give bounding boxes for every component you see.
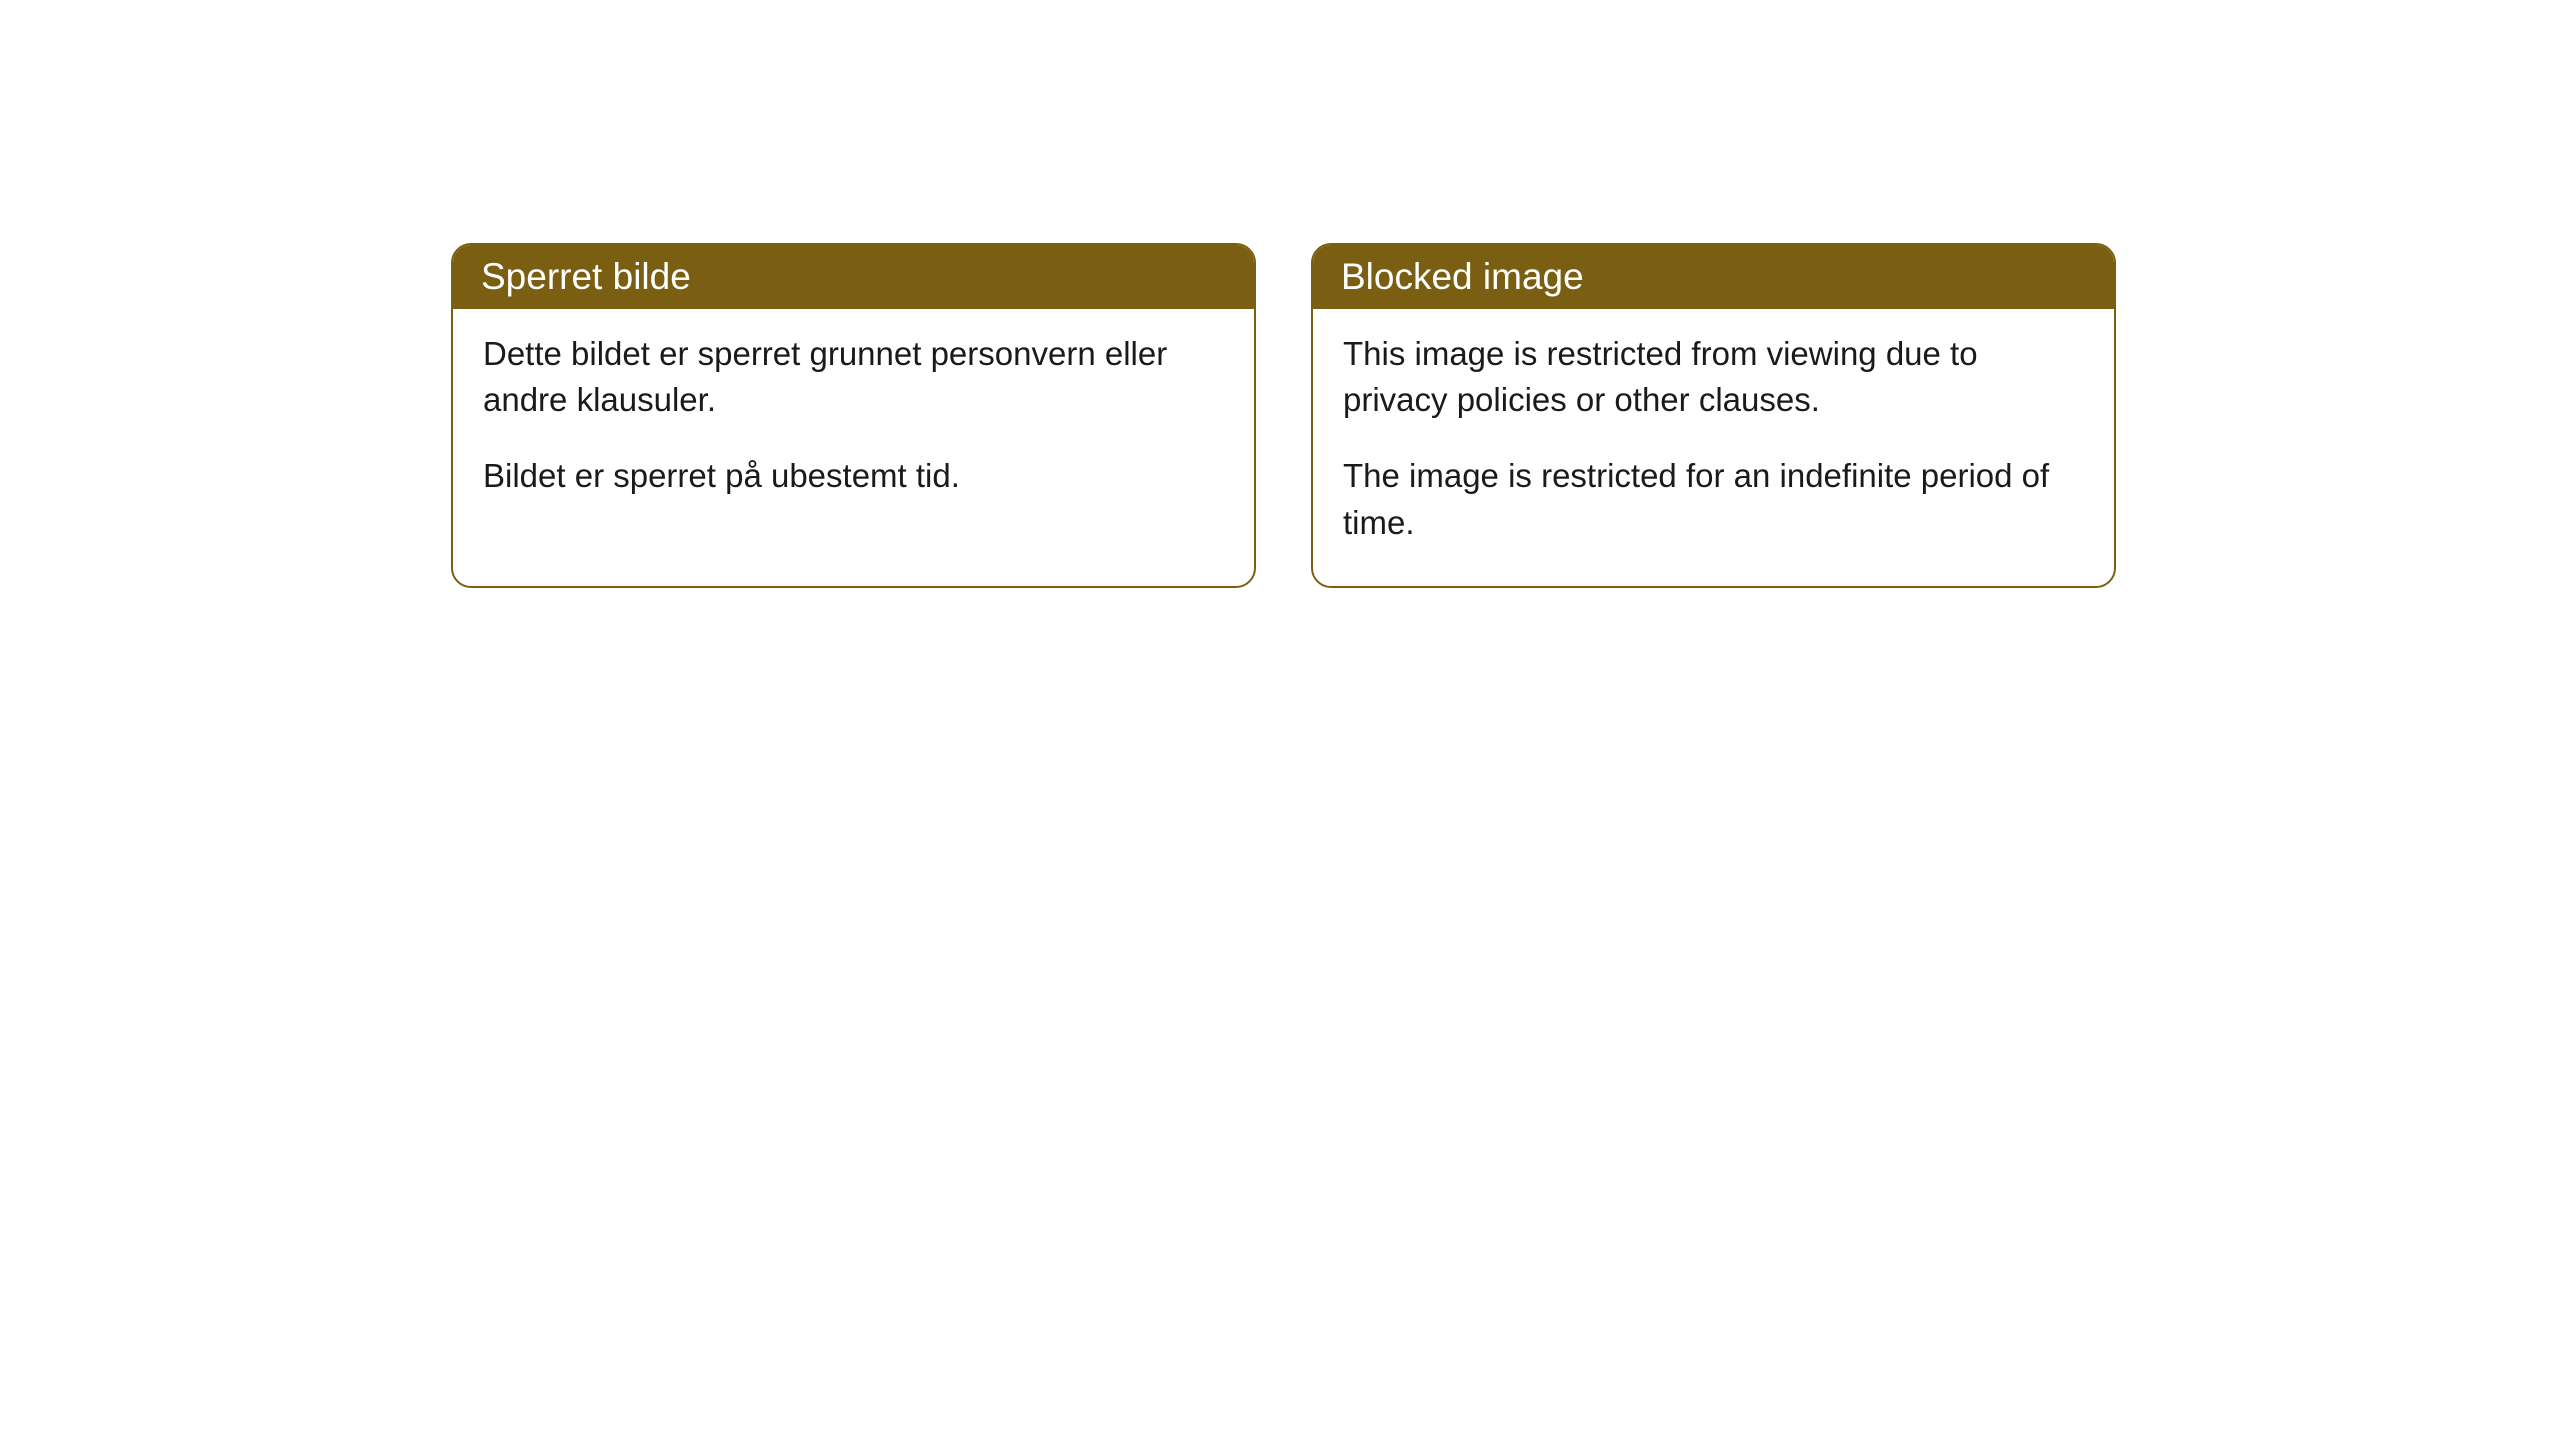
card-body-english: This image is restricted from viewing du… (1313, 309, 2114, 586)
card-header-english: Blocked image (1313, 245, 2114, 309)
notice-card-norwegian: Sperret bilde Dette bildet er sperret gr… (451, 243, 1256, 588)
card-title: Sperret bilde (481, 256, 691, 297)
notice-cards-container: Sperret bilde Dette bildet er sperret gr… (451, 243, 2116, 588)
card-body-norwegian: Dette bildet er sperret grunnet personve… (453, 309, 1254, 540)
notice-text-line2: Bildet er sperret på ubestemt tid. (483, 453, 1224, 499)
card-title: Blocked image (1341, 256, 1584, 297)
notice-text-line1: This image is restricted from viewing du… (1343, 331, 2084, 423)
notice-text-line1: Dette bildet er sperret grunnet personve… (483, 331, 1224, 423)
notice-card-english: Blocked image This image is restricted f… (1311, 243, 2116, 588)
notice-text-line2: The image is restricted for an indefinit… (1343, 453, 2084, 545)
card-header-norwegian: Sperret bilde (453, 245, 1254, 309)
